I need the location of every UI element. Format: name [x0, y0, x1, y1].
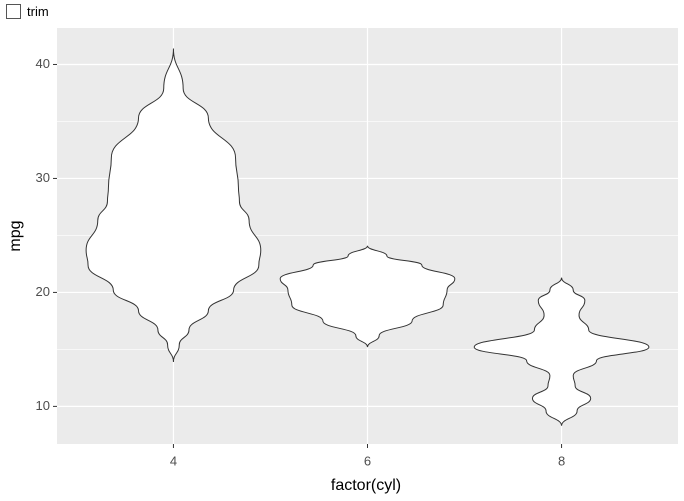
x-tick-label: 4	[170, 453, 177, 468]
y-tick-label: 40	[36, 56, 50, 71]
x-tick-label: 8	[558, 453, 565, 468]
y-tick-label: 20	[36, 284, 50, 299]
checkbox-label[interactable]: trim	[27, 4, 49, 19]
checkbox[interactable]	[6, 4, 21, 19]
violin	[473, 277, 650, 427]
y-tick-label: 10	[36, 398, 50, 413]
y-axis-title: mpg	[7, 220, 24, 251]
y-tick-label: 30	[36, 170, 50, 185]
violin	[279, 245, 456, 348]
x-tick-label: 6	[364, 453, 371, 468]
trim-control[interactable]: trim	[6, 4, 49, 19]
x-axis-title: factor(cyl)	[331, 477, 401, 494]
